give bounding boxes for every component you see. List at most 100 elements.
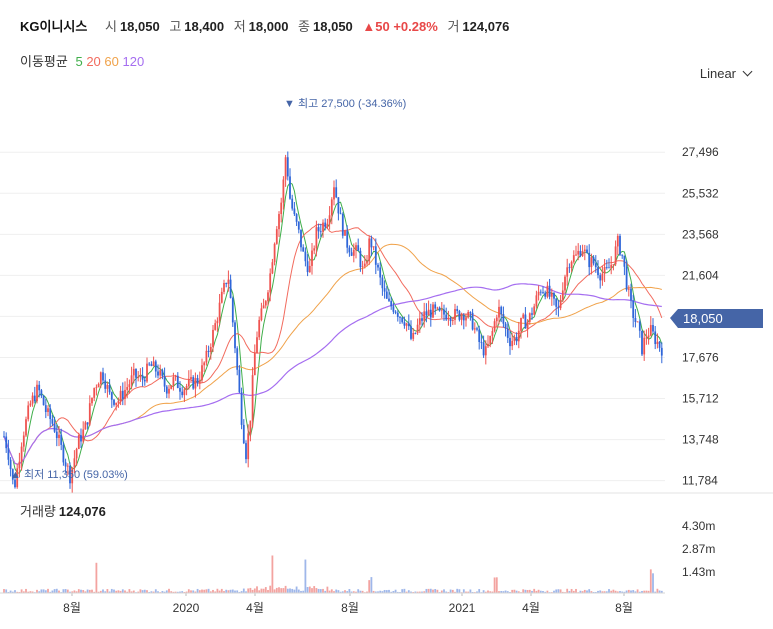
candle-body xyxy=(557,306,560,309)
ma-20[interactable]: 20 xyxy=(86,54,101,69)
candle-body xyxy=(181,391,184,396)
ma-5[interactable]: 5 xyxy=(75,54,83,69)
volume-bar xyxy=(117,590,120,593)
candle-body xyxy=(539,291,542,293)
volume-bar xyxy=(341,591,344,593)
volume-bar xyxy=(440,590,443,593)
volume-panel-value: 124,076 xyxy=(58,504,106,519)
candle-body xyxy=(256,337,258,354)
candle-body xyxy=(93,388,96,398)
candle-body xyxy=(418,318,421,325)
volume-bar xyxy=(44,590,47,593)
scale-selector[interactable]: Linear xyxy=(700,66,753,81)
candle-body xyxy=(524,314,527,329)
volume-bar xyxy=(227,590,230,593)
ma-5-line xyxy=(3,182,663,474)
candle-body xyxy=(423,311,426,321)
volume-bar xyxy=(130,591,133,593)
candle-body xyxy=(271,262,274,274)
candle-body xyxy=(487,343,489,347)
volume-bar xyxy=(5,589,8,593)
volume-bar xyxy=(214,591,217,593)
volume-bar xyxy=(621,591,624,593)
volume-bar xyxy=(581,591,584,593)
ma-60[interactable]: 60 xyxy=(104,54,119,69)
candle-body xyxy=(80,435,82,442)
candle-body xyxy=(176,375,179,388)
candle-body xyxy=(236,348,239,370)
candle-body xyxy=(25,419,27,436)
volume-bar xyxy=(234,590,236,593)
volume-bar xyxy=(168,588,170,593)
candle-body xyxy=(500,306,503,315)
candle-body xyxy=(511,340,514,347)
volume-bar xyxy=(300,590,302,593)
volume-bar xyxy=(152,591,155,593)
volume-bar xyxy=(58,590,60,593)
volume-bar xyxy=(414,591,417,593)
volume-bar xyxy=(201,589,203,593)
candle-body xyxy=(599,275,602,281)
candle-body xyxy=(372,246,375,248)
volume-bar xyxy=(220,588,223,593)
volume-panel-label: 거래량 xyxy=(20,504,56,519)
candle-body xyxy=(242,424,245,444)
candle-body xyxy=(469,311,472,313)
volume-bar xyxy=(478,589,481,593)
ma-120[interactable]: 120 xyxy=(122,54,145,69)
volume-bar xyxy=(157,591,159,593)
candle-body xyxy=(630,288,632,301)
volume-bar xyxy=(297,589,300,593)
candle-body xyxy=(603,267,606,274)
volume-bar xyxy=(319,589,322,593)
candle-body xyxy=(520,317,522,331)
candle-body xyxy=(363,263,366,267)
volume-bar xyxy=(194,591,197,593)
volume-bar xyxy=(544,591,547,593)
candle-body xyxy=(634,317,637,322)
volume-bar xyxy=(55,588,58,593)
candle-body xyxy=(157,371,159,376)
volume-bar xyxy=(293,589,296,593)
candle-body xyxy=(548,285,551,297)
candle-body xyxy=(302,247,305,252)
candle-body xyxy=(625,266,628,290)
candle-body xyxy=(326,223,329,227)
candle-body xyxy=(27,405,30,420)
volume-bar xyxy=(260,588,263,593)
candle-body xyxy=(432,304,434,318)
candle-body xyxy=(401,317,404,323)
candle-body xyxy=(205,350,208,363)
candle-body xyxy=(575,254,577,256)
x-tick-label: 2020 xyxy=(173,601,200,615)
volume-bar xyxy=(484,591,487,593)
candle-body xyxy=(456,309,459,312)
volume-bar xyxy=(49,591,52,593)
candle-body xyxy=(407,323,410,327)
volume-bar xyxy=(69,591,71,593)
candle-body xyxy=(476,328,478,330)
candle-body xyxy=(333,187,335,200)
volume-bar xyxy=(179,591,181,593)
candle-body xyxy=(313,248,316,251)
volume-bar xyxy=(605,591,608,593)
candle-body xyxy=(117,401,120,403)
candle-body xyxy=(337,197,340,214)
candle-body xyxy=(564,276,566,291)
candle-body xyxy=(113,399,115,405)
candle-body xyxy=(394,311,397,313)
volume-tick-label: 4.30m xyxy=(682,519,715,533)
candle-body xyxy=(212,329,214,348)
candle-body xyxy=(480,341,483,343)
volume-bar xyxy=(522,589,525,593)
volume-bar xyxy=(249,587,252,593)
candle-body xyxy=(115,402,118,405)
candle-body xyxy=(654,331,657,345)
volume-bar xyxy=(187,589,190,593)
candle-body xyxy=(126,387,129,390)
volume-bar xyxy=(586,590,588,593)
volume-bar xyxy=(148,591,151,593)
candle-body xyxy=(638,321,641,331)
candle-body xyxy=(414,332,417,334)
